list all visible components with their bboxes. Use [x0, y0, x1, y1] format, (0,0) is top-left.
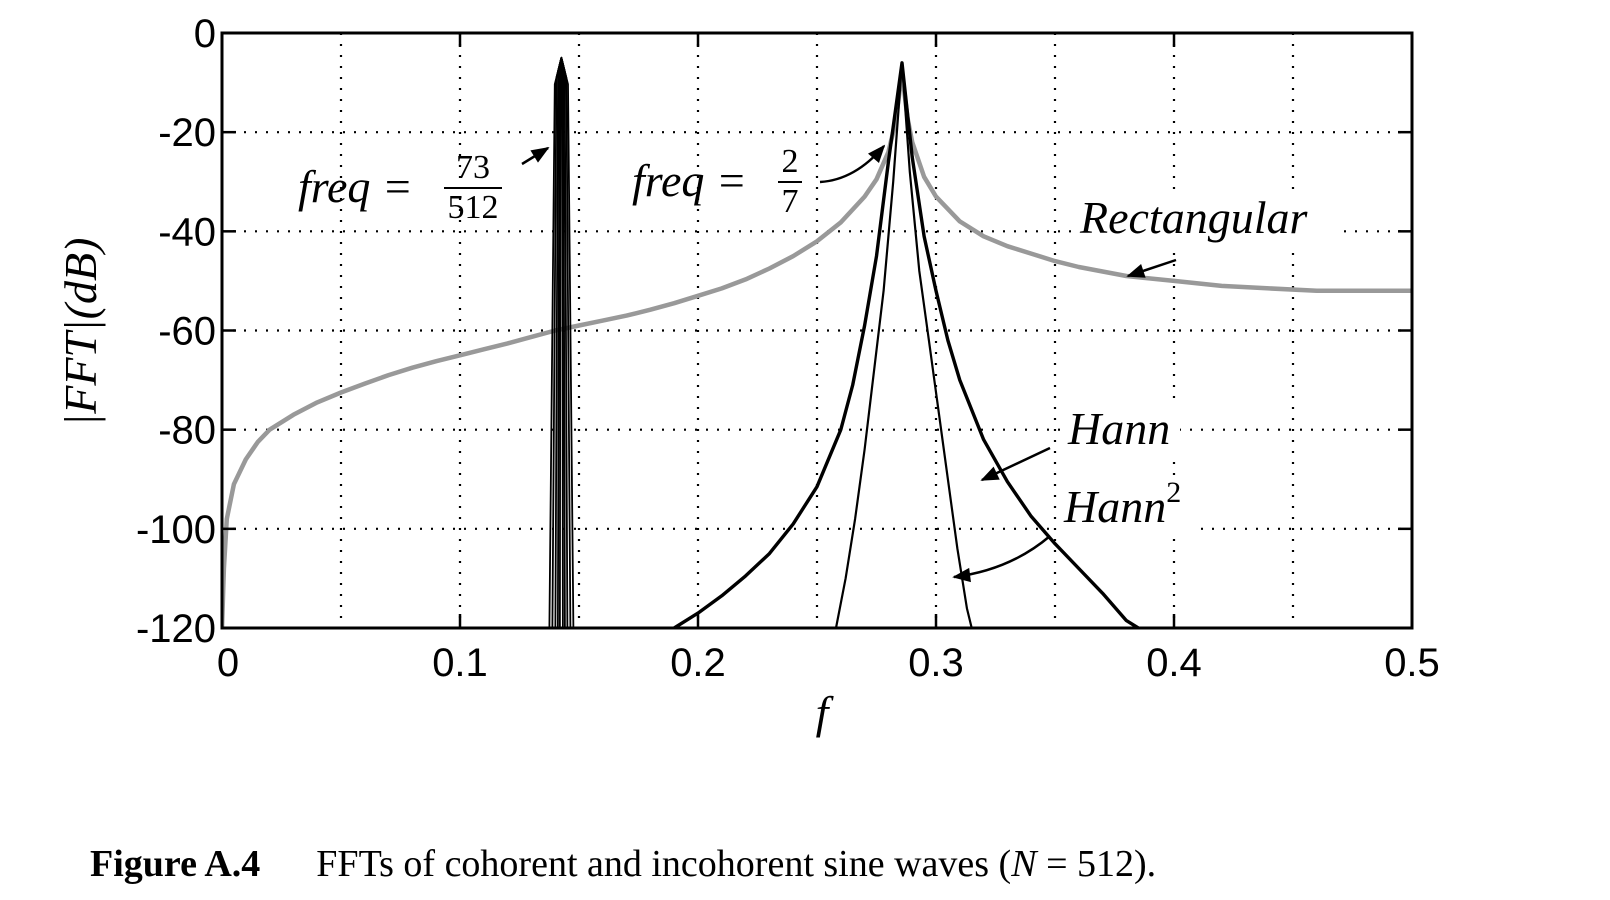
incoherent-freq-numerator: 2: [782, 143, 799, 180]
coherent-freq-denominator: 512: [448, 189, 499, 226]
series-rectangular: [222, 70, 1412, 628]
y-tick-label: -120: [136, 607, 216, 651]
incoherent-freq-denominator: 7: [782, 183, 799, 220]
series-layer: [222, 56, 1412, 628]
x-tick-labels: 0 0.1 0.2 0.3 0.4 0.5: [217, 641, 1440, 685]
hann2-label: Hann2: [1063, 476, 1181, 532]
x-tick-label: 0.5: [1384, 641, 1440, 685]
hann2-arrow: [952, 535, 1051, 583]
figure-caption-variable: N: [1011, 843, 1037, 885]
x-tick-label: 0.3: [908, 641, 964, 685]
hann-arrow: [980, 446, 1051, 482]
y-tick-label: -100: [136, 508, 216, 552]
tick-marks: [220, 31, 1414, 630]
hann-label-backdrop: [1062, 404, 1180, 454]
series-hann: [672, 61, 1140, 628]
y-tick-label: -60: [158, 310, 216, 354]
coherent-freq-prefix: freq =: [298, 161, 413, 212]
series-hann2: [834, 61, 973, 628]
coherent-freq-numerator: 73: [456, 149, 490, 186]
series-coherent-spike: [554, 56, 569, 628]
figure-caption: Figure A.4 FFTs of cohorent and incohoren…: [90, 842, 1156, 886]
figure-caption-text-before: FFTs of cohorent and incohorent sine wav…: [316, 843, 1012, 885]
y-axis-label: |FFT|(dB): [55, 238, 106, 427]
fft-chart: 0 0.1 0.2 0.3 0.4 0.5 0 -20 -40 -60 -80 -100 -120 f…: [55, 12, 1440, 738]
x-tick-label: 0.4: [1146, 641, 1202, 685]
coherent-arrow: [521, 146, 550, 166]
x-tick-label: 0.2: [670, 641, 726, 685]
y-tick-label: -20: [158, 111, 216, 155]
x-tick-label: 0.1: [432, 641, 488, 685]
series-coherent-spike: [558, 56, 564, 628]
figure-caption-label: Figure A.4: [90, 843, 261, 885]
rectangular-label-backdrop: [1072, 192, 1340, 244]
hann-label: Hann: [1067, 403, 1170, 454]
y-tick-label: -80: [158, 409, 216, 453]
hann2-label-exponent: 2: [1166, 476, 1181, 509]
annotation-coherent-freq: freq = 73 512: [298, 146, 550, 226]
annotation-rectangular: Rectangular: [1072, 192, 1340, 278]
annotation-hann: Hann: [980, 403, 1180, 482]
annotation-hann2: Hann2: [952, 476, 1198, 583]
grid-lines: [222, 33, 1412, 628]
incoherent-arrow: [819, 144, 886, 184]
y-tick-labels: 0 -20 -40 -60 -80 -100 -120: [136, 12, 216, 651]
figure-caption-text-after: = 512).: [1036, 843, 1157, 885]
x-axis-label: f: [816, 687, 835, 738]
hann2-label-backdrop: [1058, 480, 1198, 532]
y-tick-label: 0: [194, 12, 216, 56]
y-tick-label: -40: [158, 210, 216, 254]
series-coherent-spike: [556, 56, 566, 628]
rectangular-label: Rectangular: [1079, 192, 1308, 243]
incoherent-freq-prefix: freq =: [632, 155, 747, 206]
hann2-label-base: Hann: [1063, 481, 1166, 532]
x-tick-label: 0: [217, 641, 239, 685]
annotation-incoherent-freq: freq = 2 7: [632, 143, 886, 220]
rectangular-arrow: [1126, 258, 1177, 278]
